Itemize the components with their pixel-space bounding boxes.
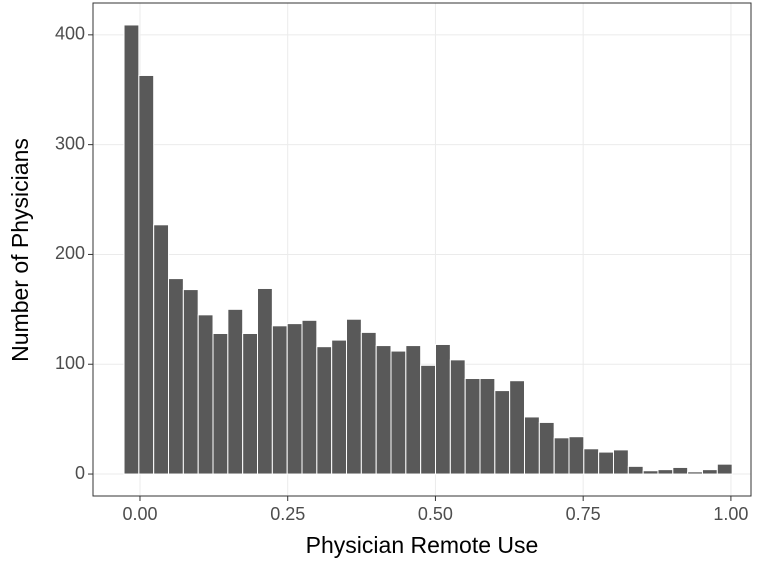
bar [316,346,333,475]
bar [331,339,348,475]
bar [583,448,600,475]
bar [390,350,407,475]
bar [687,471,703,475]
x-axis-title: Physician Remote Use [306,532,539,558]
bar [242,332,259,475]
bar [716,463,733,475]
bar [627,465,644,475]
bar [657,469,674,475]
bar [568,436,585,475]
bar [435,343,451,475]
x-tick-label: 0.75 [566,504,601,524]
y-tick-label: 300 [55,133,85,153]
y-tick-label: 0 [75,463,85,483]
bar [227,308,244,475]
bar [286,323,303,475]
x-tick-label: 0.00 [122,504,157,524]
bar [360,331,377,475]
bar [523,416,540,475]
bar [182,289,199,475]
bar [479,378,496,475]
panel-border [92,2,752,497]
bar [701,469,718,475]
bar [405,345,422,475]
bar [197,314,214,475]
bar [138,74,155,475]
bar [375,345,392,475]
y-axis-title: Number of Physicians [7,138,33,362]
bar [612,449,629,475]
bar [509,380,525,475]
bar [301,319,318,475]
y-tick-label: 100 [55,353,85,373]
x-tick-label: 1.00 [713,504,748,524]
bar [346,318,362,475]
bar [212,332,229,475]
bar [494,390,511,475]
bar [123,24,140,475]
y-tick-label: 400 [55,24,85,44]
bar [642,470,659,475]
bar [538,421,555,475]
x-tick-label: 0.50 [418,504,453,524]
bar [153,224,170,475]
bar [271,325,288,475]
bar [420,364,437,475]
bar [672,466,689,475]
bar [598,451,614,475]
bar [257,287,273,475]
x-tick-label: 0.25 [270,504,305,524]
y-tick-label: 200 [55,243,85,263]
bar [168,278,184,475]
bar [464,378,481,475]
bar [553,437,570,475]
bar [449,359,466,475]
